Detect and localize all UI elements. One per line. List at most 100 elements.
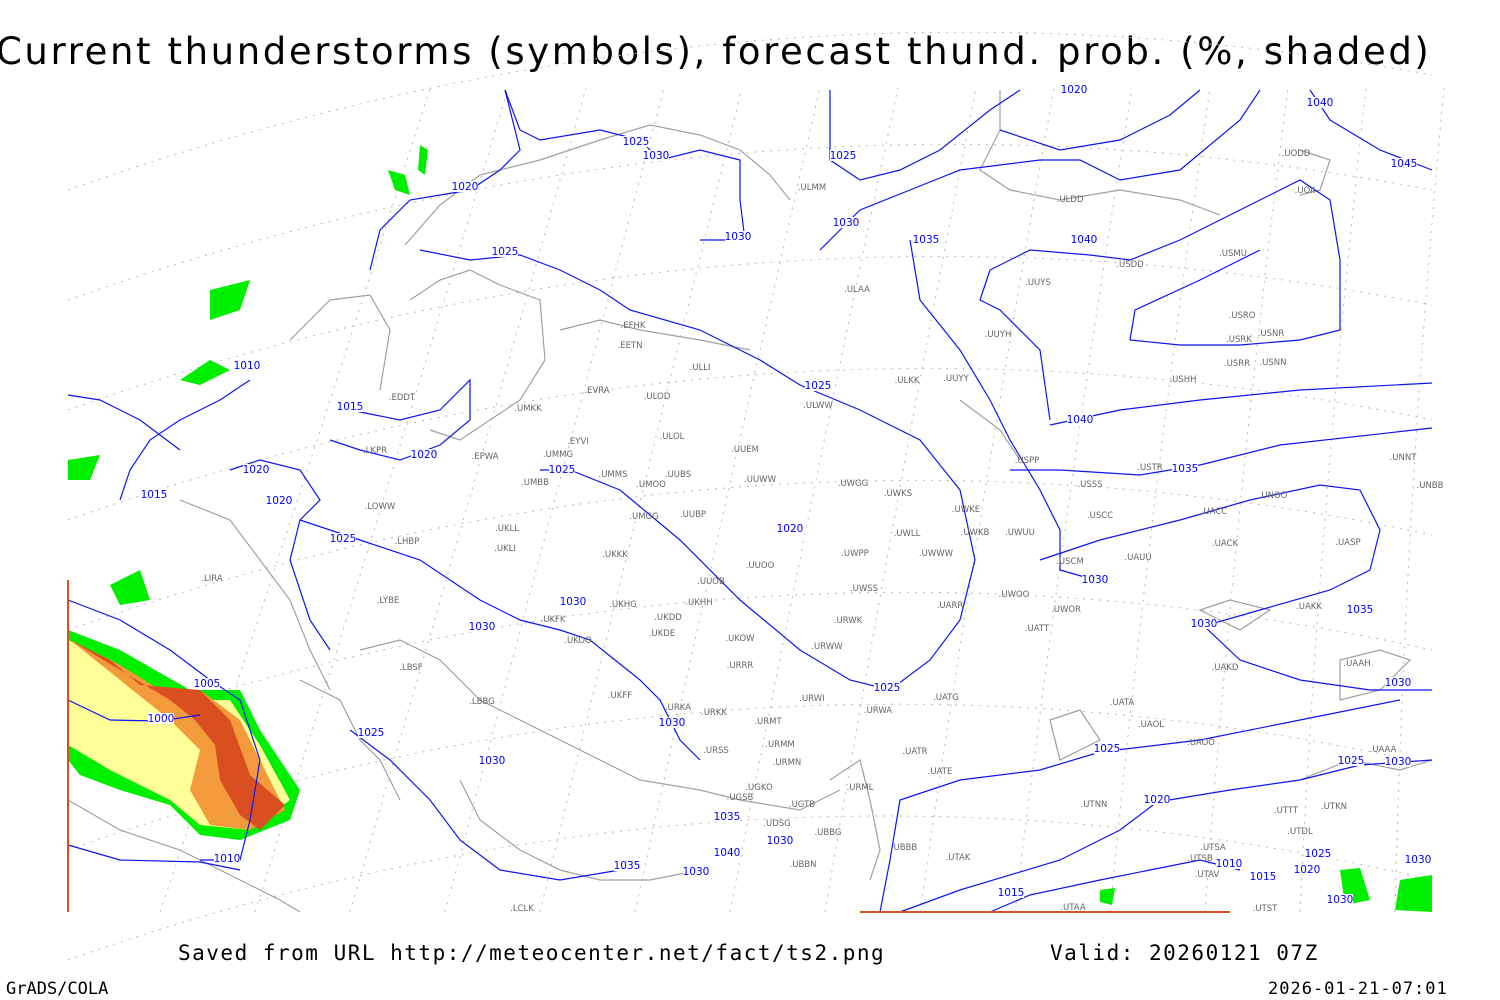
isobar-label-bg [614,860,640,871]
isobar-label-bg [1144,794,1170,805]
station-label: .USCC [1087,511,1113,521]
station-label: .UUBP [680,510,706,520]
station-label: .UUEM [731,445,759,455]
isobar-label: 1030 [1385,677,1412,689]
isobar-label-bg [1094,743,1120,754]
isobar-label: 1035 [1172,463,1199,475]
isobar-label: 1030 [833,217,860,229]
station-label: .ULLI [690,363,711,373]
station-label: .URWK [834,616,863,626]
station-label: .USNN [1259,358,1286,368]
station-label: .UKFK [541,615,566,625]
isobar-line [67,599,261,861]
station-label: .USPP [1015,456,1040,466]
station-label: .UKKK [602,550,628,560]
station-label: .UUWW [744,475,777,485]
isobar-label-bg [833,217,859,228]
isobar-label: 1030 [479,755,506,767]
station-label: .UAOL [1138,720,1164,730]
station-label: .URRR [727,661,754,671]
station-label: .UAAA [1370,745,1397,755]
isobar-label: 1010 [234,360,261,372]
station-label: .UTNN [1081,800,1108,810]
station-label: .ULOL [660,432,685,442]
isobar-label-bg [623,136,649,147]
station-label: .UTKN [1321,802,1347,812]
isobar-label-bg [214,853,240,864]
station-label: .USRK [1226,335,1252,345]
isobar-label: 1010 [1216,858,1243,870]
station-label: .EFHK [621,321,646,331]
station-label: .UMKK [514,404,542,414]
parallel-line [67,31,1433,191]
station-label: .URWA [864,706,892,716]
isobar-label: 1045 [1391,158,1418,170]
station-label: .UWSS [850,584,878,594]
isobar-label: 1025 [492,246,519,258]
isobar-label: 1040 [1067,414,1094,426]
station-label: .UUYY [943,374,969,384]
isobar-label: 1035 [1347,604,1374,616]
station-label: .UMMS [599,470,628,480]
station-label: .EETN [618,341,643,351]
isobar-label-bg [683,866,709,877]
station-label: .UBBN [790,860,817,870]
meridian-line [1109,87,1211,913]
station-label: .UMBB [521,478,549,488]
station-label: .UTAK [946,853,971,863]
station-label: .LIRA [201,574,223,584]
station-label: .UKHG [609,600,636,610]
isobar-label-bg [1071,234,1097,245]
station-label: .LBBG [469,697,495,707]
isobar-label: 1030 [1191,618,1218,630]
thunderstorm-probability-area [110,570,150,605]
source-url-text: Saved from URL http://meteocenter.net/fa… [178,941,886,965]
station-label: .URWI [799,694,824,704]
isobar-label: 1025 [549,464,576,476]
isobar-label-bg [1305,848,1331,859]
station-label: .USCM [1056,557,1084,567]
isobar-line [504,89,746,241]
station-label: .UWLL [894,529,921,539]
isobar-label: 1030 [725,231,752,243]
isobar-label: 1035 [913,234,940,246]
isobar-label-bg [1067,414,1093,425]
station-label: .UATT [1025,624,1050,634]
isobar-line [67,394,181,451]
station-label: .UTAA [1060,903,1086,913]
coastline [959,399,1021,461]
isobar-label-bg [805,380,831,391]
isobar-label: 1040 [1307,97,1334,109]
isobar-label: 1020 [452,181,479,193]
station-label: .UTST [1253,904,1279,914]
station-label: .UMMG [543,450,573,460]
station-label: .UNOO [1259,491,1288,501]
station-label: .URKK [701,708,727,718]
isobar-label: 1015 [337,401,364,413]
isobar-label-bg [266,495,292,506]
station-label: .UUYH [985,330,1012,340]
isobar-label: 1020 [243,464,270,476]
isobar-label: 1000 [148,713,175,725]
station-label: .LYBE [377,596,400,606]
isobar-label-bg [469,621,495,632]
station-label: .UUYS [1025,278,1051,288]
station-label: .UMGG [629,512,658,522]
station-label: .UWOR [1051,605,1081,615]
isobar-label: 1035 [614,860,641,872]
thunderstorm-probability-area [1100,888,1115,905]
isobar-label: 1020 [266,495,293,507]
isobar-label-bg [1338,755,1364,766]
station-label: .ULKK [895,376,920,386]
isobar-label-bg [1391,158,1417,169]
station-label: .UKFF [608,691,632,701]
station-label: .UWWW [919,549,954,559]
station-labels: .ULMM .ULAA .EFHK .EETN .ULLI .EVRA .ULOD .UMKK… [201,149,1443,914]
isobar-label-bg [1327,894,1353,905]
isobar-label: 1030 [469,621,496,633]
coastline [979,90,1221,216]
coastline [359,639,841,811]
isobar-label: 1015 [141,489,168,501]
station-label: .UUBS [665,470,691,480]
station-label: .LBSF [399,663,423,673]
